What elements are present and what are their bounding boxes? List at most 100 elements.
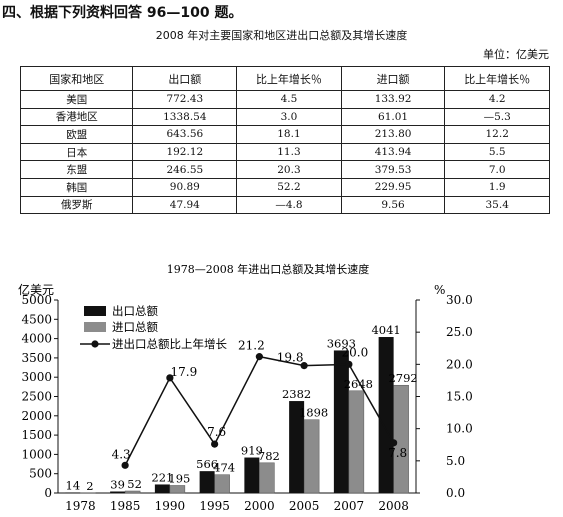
chart-title: 1978—2008 年进出口总额及其增长速度 bbox=[167, 262, 369, 276]
import-value-label: 474 bbox=[213, 461, 235, 475]
x-tick-label: 2008 bbox=[378, 499, 409, 513]
x-tick-label: 1990 bbox=[155, 499, 186, 513]
import-bar bbox=[124, 490, 141, 494]
import-bar bbox=[169, 485, 186, 494]
export-bar bbox=[289, 401, 305, 493]
export-value-label: 14 bbox=[66, 478, 81, 492]
table-cell: 52.2 bbox=[236, 177, 342, 197]
y2-tick-label: 30.0 bbox=[446, 293, 473, 307]
table-cell: 俄罗斯 bbox=[19, 195, 134, 215]
growth-value-label: 4.3 bbox=[112, 447, 131, 461]
growth-point bbox=[345, 360, 353, 368]
y2-tick-label: 25.0 bbox=[446, 325, 473, 339]
table-row: 东盟 246.55 20.3 379.53 7.0 bbox=[19, 160, 550, 179]
import-bar bbox=[348, 390, 365, 494]
table-cell: 4.2 bbox=[444, 90, 550, 109]
column-header: 出口额 bbox=[132, 66, 238, 91]
table-cell: 246.55 bbox=[132, 160, 238, 179]
table-cell: 11.3 bbox=[236, 142, 342, 162]
table-cell: 9.56 bbox=[340, 195, 446, 215]
growth-point bbox=[390, 439, 398, 447]
import-value-label: 195 bbox=[168, 471, 190, 485]
export-value-label: 221 bbox=[151, 470, 173, 484]
export-value-label: 2382 bbox=[282, 387, 311, 401]
table-cell: 1.9 bbox=[444, 177, 550, 197]
table-row: 韩国 90.89 52.2 229.95 1.9 bbox=[19, 177, 550, 197]
table-row: 俄罗斯 47.94 —4.8 9.56 35.4 bbox=[19, 195, 550, 215]
export-value-label: 566 bbox=[196, 457, 218, 471]
table-row: 日本 192.12 11.3 413.94 5.5 bbox=[19, 142, 550, 162]
legend-export-label: 出口总额 bbox=[112, 304, 158, 318]
growth-value-label: 7.6 bbox=[207, 425, 226, 439]
export-bar bbox=[154, 484, 170, 493]
table-cell: 213.80 bbox=[340, 125, 446, 144]
table-cell: 3.0 bbox=[236, 107, 342, 127]
export-bar bbox=[65, 492, 81, 493]
legend-import-label: 进口总额 bbox=[112, 320, 158, 334]
table-cell: 229.95 bbox=[340, 177, 446, 197]
import-value-label: 1898 bbox=[299, 406, 328, 420]
growth-point bbox=[255, 353, 263, 361]
table-cell: 7.0 bbox=[444, 160, 550, 179]
y-tick-label: 3000 bbox=[21, 370, 52, 384]
legend-growth-marker bbox=[91, 340, 99, 348]
table-cell: 413.94 bbox=[340, 142, 446, 162]
column-header: 进口额 bbox=[340, 66, 446, 91]
y2-axis-label: % bbox=[434, 283, 445, 297]
x-tick-label: 1995 bbox=[199, 499, 230, 513]
table-row: 香港地区 1338.54 3.0 61.01 —5.3 bbox=[19, 107, 550, 127]
table-row: 欧盟 643.56 18.1 213.80 12.2 bbox=[19, 125, 550, 144]
export-bar bbox=[199, 471, 215, 493]
y-tick-label: 4000 bbox=[21, 332, 52, 346]
table-header-row: 国家和地区 出口额 比上年增长％ 进口额 比上年增长％ bbox=[19, 66, 550, 91]
table-cell: —4.8 bbox=[236, 195, 342, 215]
question-header: 四、根据下列资料回答 96—100 题。 bbox=[2, 5, 243, 21]
x-tick-label: 2007 bbox=[334, 499, 365, 513]
y-axis-label: 亿美元 bbox=[18, 282, 54, 297]
growth-value-label: 19.8 bbox=[277, 351, 304, 365]
import-bar bbox=[393, 384, 409, 494]
table-cell: 47.94 bbox=[132, 195, 238, 215]
table-cell: 香港地区 bbox=[19, 107, 134, 127]
import-bar bbox=[259, 462, 275, 494]
growth-value-label: 7.8 bbox=[388, 446, 407, 460]
table-row: 美国 772.43 4.5 133.92 4.2 bbox=[19, 90, 550, 109]
export-value-label: 39 bbox=[110, 477, 125, 491]
table-cell: 韩国 bbox=[19, 177, 134, 197]
table-cell: 20.3 bbox=[236, 160, 342, 179]
table-cell: 12.2 bbox=[444, 125, 550, 144]
export-bar bbox=[110, 491, 126, 493]
y-tick-label: 2000 bbox=[21, 409, 52, 423]
y-tick-label: 500 bbox=[29, 467, 52, 481]
growth-value-label: 17.9 bbox=[171, 365, 198, 379]
export-value-label: 4041 bbox=[371, 323, 400, 337]
import-value-label: 52 bbox=[127, 477, 142, 491]
table-cell: 379.53 bbox=[340, 160, 446, 179]
export-value-label: 919 bbox=[241, 444, 263, 458]
table-cell: 5.5 bbox=[444, 142, 550, 162]
export-bar bbox=[378, 337, 394, 493]
growth-value-label: 20.0 bbox=[342, 345, 369, 359]
y-tick-label: 2500 bbox=[21, 390, 52, 404]
growth-value-label: 21.2 bbox=[238, 339, 265, 353]
import-value-label: 2 bbox=[86, 479, 93, 493]
table-cell: —5.3 bbox=[444, 107, 550, 127]
y-tick-label: 1000 bbox=[21, 447, 52, 461]
x-tick-label: 1985 bbox=[110, 499, 141, 513]
legend-growth-label: 进出口总额比上年增长 bbox=[112, 337, 227, 351]
y-tick-label: 0 bbox=[44, 486, 52, 500]
column-header: 比上年增长％ bbox=[236, 66, 342, 91]
import-value-label: 2792 bbox=[388, 371, 417, 385]
table-cell: 133.92 bbox=[340, 90, 446, 109]
trade-table: 国家和地区 出口额 比上年增长％ 进口额 比上年增长％ 美国 772.43 4.… bbox=[19, 66, 550, 215]
y2-tick-label: 10.0 bbox=[446, 422, 473, 436]
y2-tick-label: 5.0 bbox=[446, 454, 465, 468]
import-value-label: 2648 bbox=[344, 377, 373, 391]
legend-export-swatch bbox=[84, 306, 106, 316]
x-tick-label: 1978 bbox=[65, 499, 96, 513]
legend-import-swatch bbox=[84, 322, 106, 332]
y-tick-label: 1500 bbox=[21, 428, 52, 442]
growth-point bbox=[166, 374, 174, 382]
export-bar bbox=[333, 350, 349, 493]
